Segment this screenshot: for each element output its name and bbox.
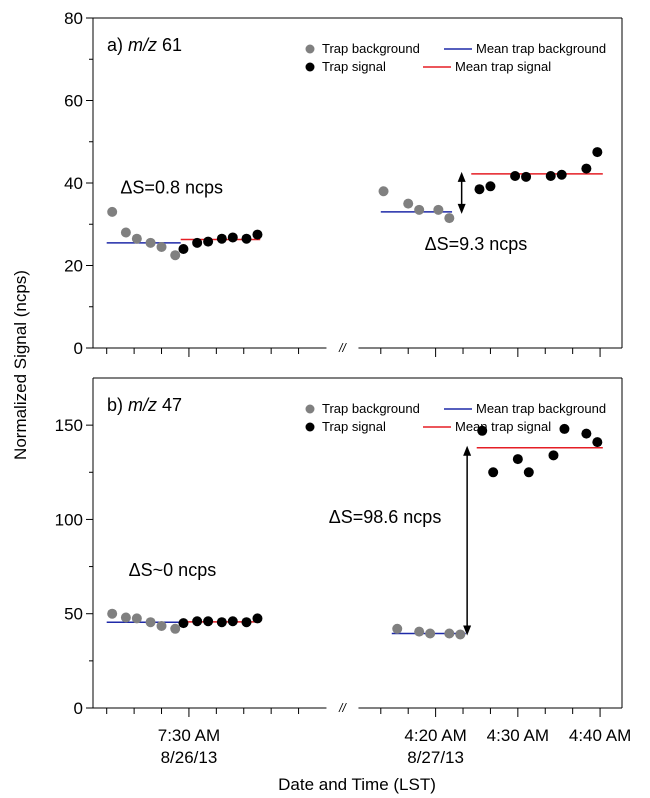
signal-point [252,613,263,624]
signal-point [178,244,189,254]
legend-mean-signal-label: Mean trap signal [455,419,551,434]
y-tick-label: 40 [64,174,83,193]
panel-b: // 0 50 100 150 ΔS~0 ncps ΔS=98.6 ncps b) m/z 4… [55,377,623,718]
background-point [425,628,436,639]
signal-point [227,616,238,627]
background-point [120,612,131,623]
y-tick-label: 80 [64,9,83,28]
x-tick-label: 4:20 AM [404,726,466,745]
x-tick-label: 7:30 AM [158,726,220,745]
y-tick-label: 20 [64,257,83,276]
axis-break-mark: // [338,341,347,355]
signal-point [556,169,567,180]
signal-point [592,147,603,158]
signal-point [203,616,214,627]
background-point [131,233,142,244]
signal-point [548,450,559,461]
background-point [403,198,414,209]
background-point [444,628,455,639]
y-tick-label: 0 [74,339,83,358]
background-point [145,617,156,628]
delta-arrow-head-top [457,171,466,182]
signal-point [216,617,227,628]
legend-background-marker [305,44,315,54]
x-tick-label: 4:40 AM [569,726,631,745]
y-tick-label: 60 [64,92,83,111]
x-axis-title: Date and Time (LST) [278,775,436,794]
axis-break-mark: // [338,701,347,715]
legend-signal-label: Trap signal [322,419,386,434]
signal-point [216,233,227,244]
background-point [107,206,118,217]
legend-signal-marker [305,62,315,72]
signal-point [545,170,556,181]
signal-point [477,425,488,436]
y-tick-label: 50 [64,605,83,624]
signal-point [521,171,532,182]
signal-point [510,170,521,181]
panel-label: b) m/z 47 [107,395,182,415]
signal-point [241,233,252,244]
background-point [107,608,118,619]
signal-point [592,437,603,448]
delta-annotation: ΔS=98.6 ncps [329,507,442,527]
background-point [145,237,156,248]
signal-point [581,428,592,439]
background-point [131,613,142,624]
panel-a: // 0 20 40 60 80 ΔS=0.8 ncps ΔS=9.3 ncps a) m/z … [64,9,623,358]
legend-signal-label: Trap signal [322,59,386,74]
background-point [444,213,455,224]
legend-background-label: Trap background [322,41,420,56]
signal-point [559,423,570,434]
delta-arrow-head-bottom [463,625,472,636]
legend-background-marker [305,404,315,414]
legend-mean-signal-label: Mean trap signal [455,59,551,74]
legend-mean-background-label: Mean trap background [476,401,606,416]
signal-point [178,618,189,629]
signal-point [488,467,499,478]
background-point [414,204,425,215]
delta-arrow-head-top [463,445,472,456]
background-point [170,250,181,261]
signal-point [241,617,252,628]
delta-arrow-head-bottom [457,203,466,214]
y-tick-label: 0 [74,699,83,718]
delta-annotation: ΔS~0 ncps [129,560,217,580]
background-point [378,186,389,197]
delta-annotation: ΔS=9.3 ncps [425,234,528,254]
y-tick-label: 100 [55,510,83,529]
signal-point [192,237,203,248]
signal-point [581,163,592,174]
background-point [392,623,403,634]
legend-signal-marker [305,422,315,432]
signal-point [192,616,203,627]
signal-point [485,181,496,192]
x-tick-sublabel: 8/27/13 [407,748,464,767]
signal-point [227,232,238,243]
y-axis-title: Normalized Signal (ncps) [11,270,30,460]
x-tick-label: 4:30 AM [487,726,549,745]
x-tick-sublabel: 8/26/13 [161,748,218,767]
signal-point [523,467,534,478]
delta-annotation: ΔS=0.8 ncps [120,177,223,197]
background-point [120,227,131,238]
signal-point [252,229,263,240]
background-point [156,241,167,252]
background-point [433,204,444,215]
signal-point [203,236,214,247]
background-point [156,620,167,631]
y-tick-label: 150 [55,416,83,435]
legend-mean-background-label: Mean trap background [476,41,606,56]
background-point [455,629,466,640]
signal-point [474,184,485,195]
signal-point [512,454,523,465]
background-point [414,626,425,637]
panel-label: a) m/z 61 [107,35,182,55]
background-point [170,623,181,634]
legend-background-label: Trap background [322,401,420,416]
